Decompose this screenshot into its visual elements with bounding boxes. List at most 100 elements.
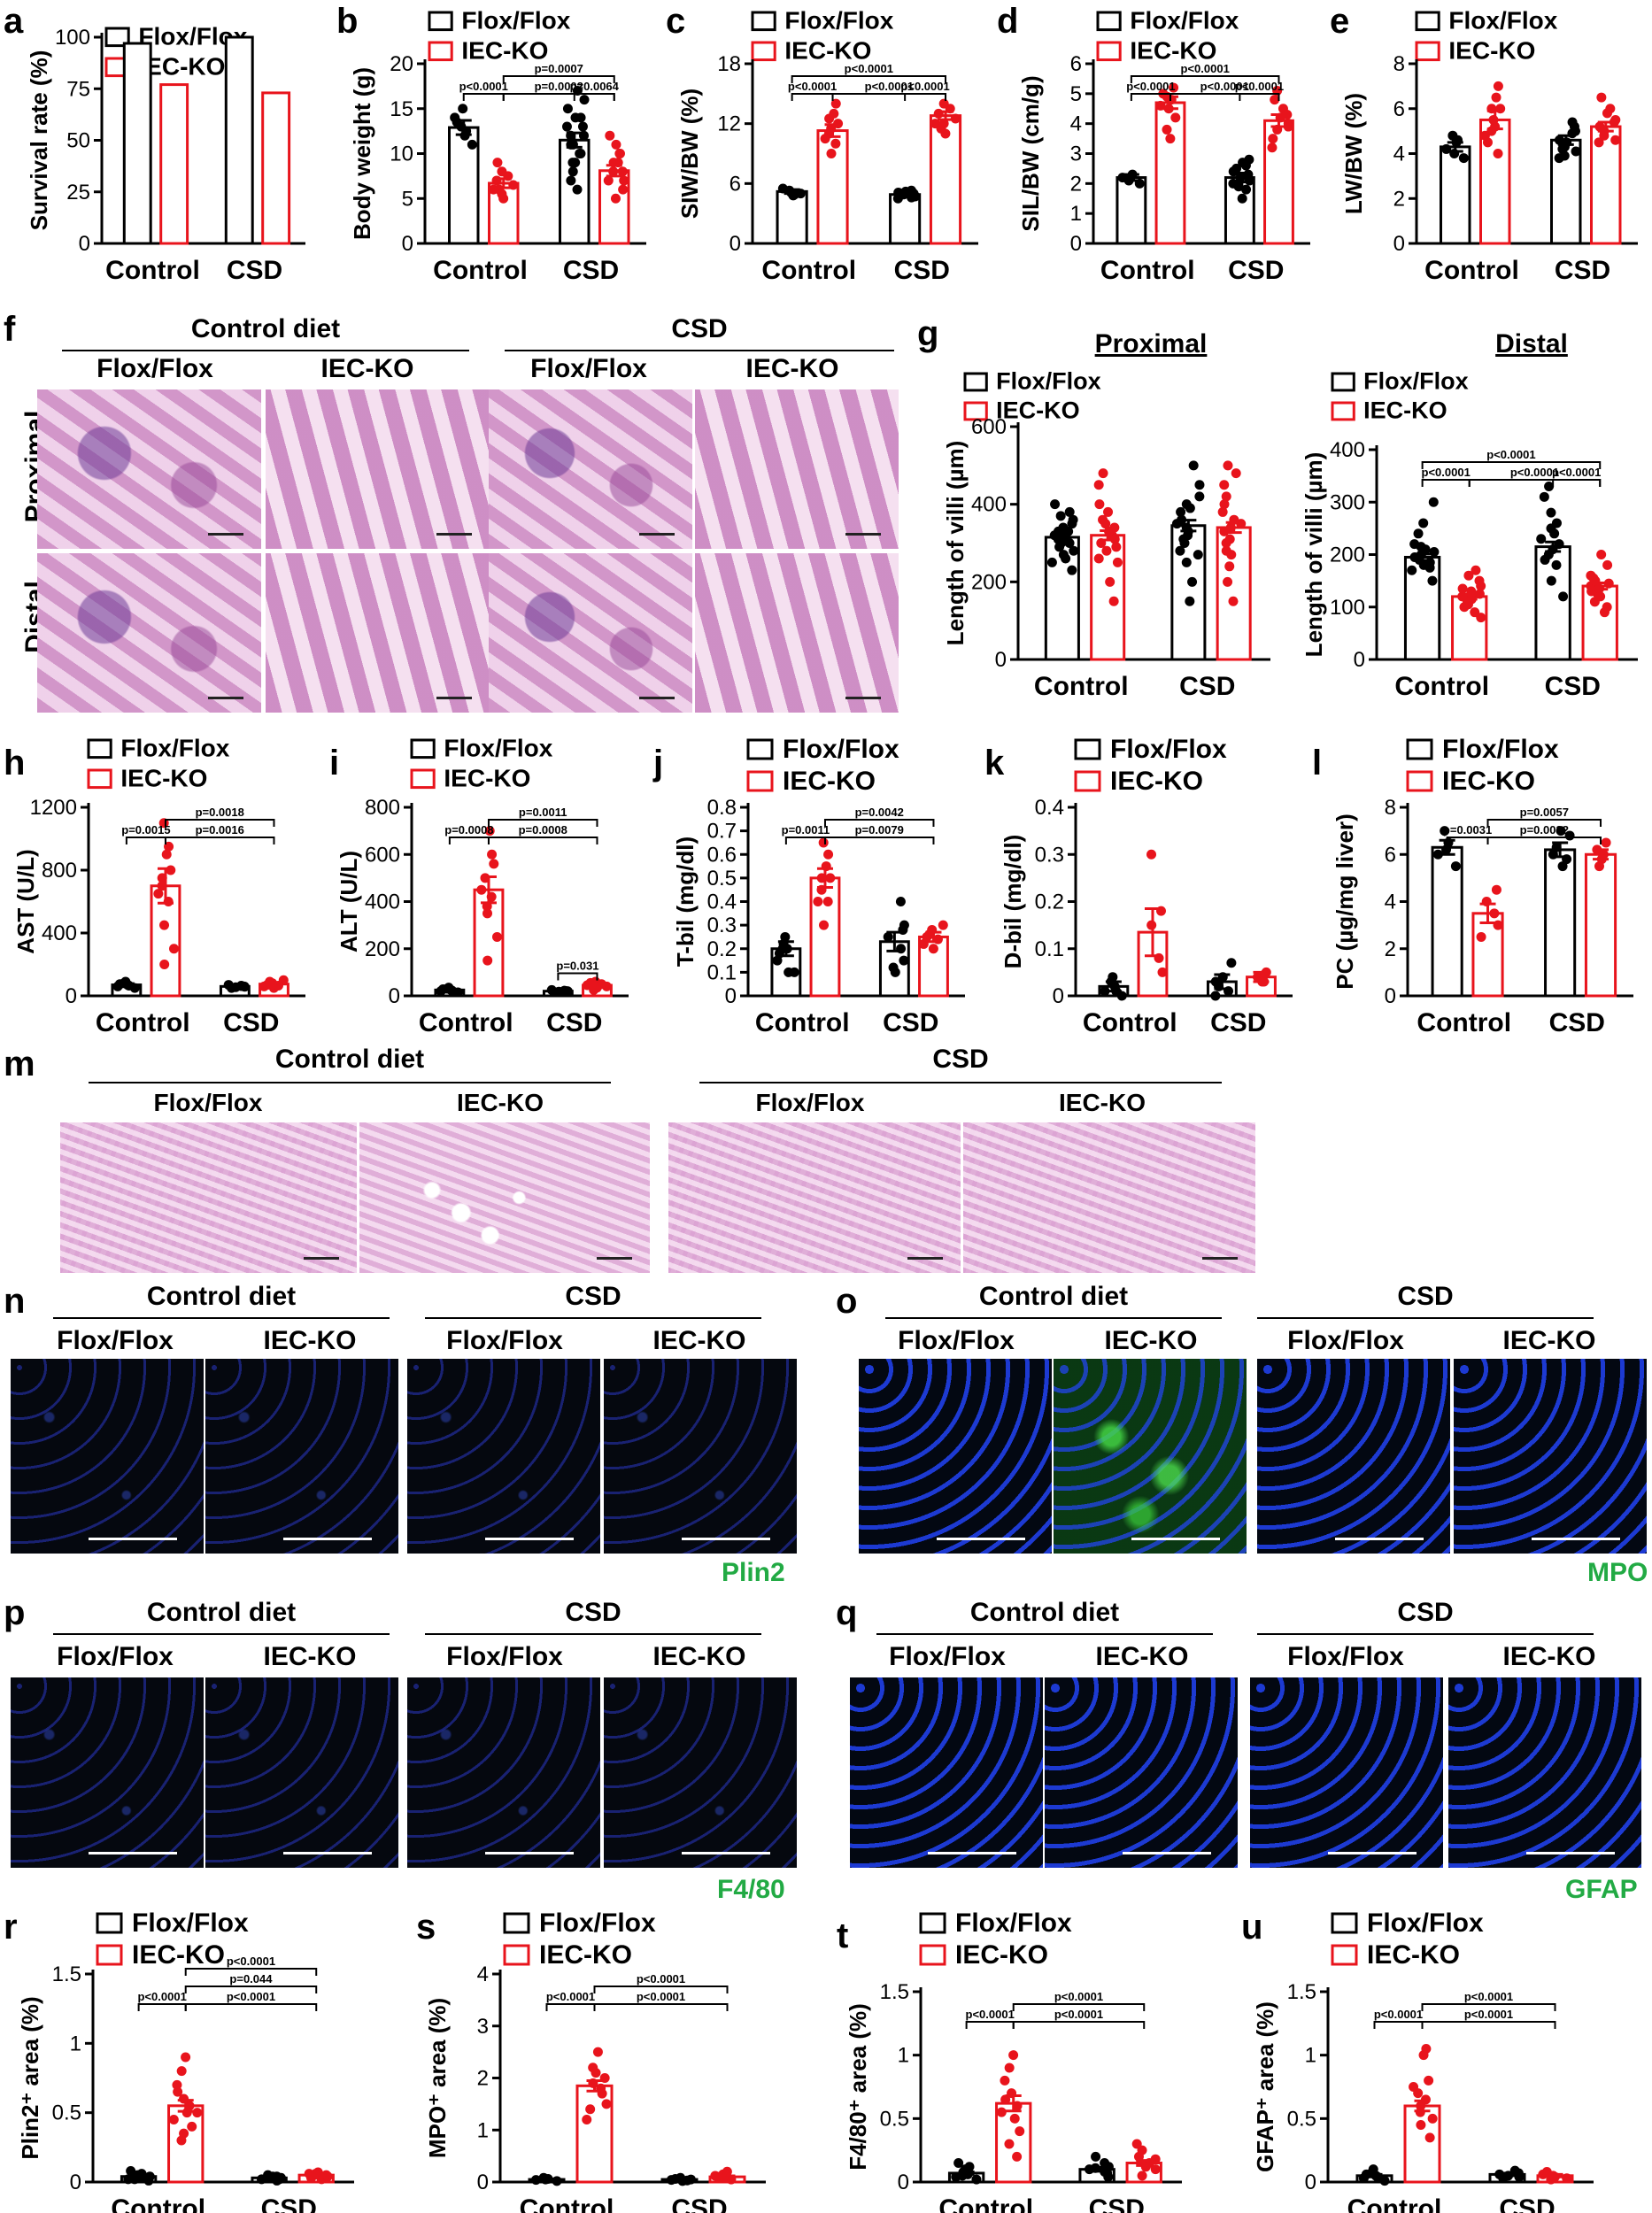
o-header-csd: CSD bbox=[1397, 1282, 1454, 1311]
data-point bbox=[572, 184, 583, 195]
data-point bbox=[1463, 599, 1473, 610]
data-point bbox=[610, 193, 621, 204]
data-point bbox=[1210, 976, 1221, 987]
data-point bbox=[1194, 491, 1205, 502]
data-point bbox=[491, 931, 502, 942]
y-tick-label: 4 bbox=[1385, 891, 1396, 914]
data-point bbox=[1546, 523, 1556, 534]
y-tick-label: 0.5 bbox=[52, 2101, 81, 2125]
legend-swatch bbox=[919, 1912, 946, 1934]
data-point bbox=[1474, 575, 1485, 586]
legend-label: IEC-KO bbox=[132, 1940, 225, 1970]
y-tick-label: 0.3 bbox=[707, 914, 737, 937]
y-tick-label: 50 bbox=[66, 129, 90, 153]
significance-bracket bbox=[1421, 461, 1602, 469]
data-point bbox=[1450, 861, 1461, 872]
m-col-ko: IEC-KO bbox=[457, 1089, 544, 1116]
bar bbox=[1115, 176, 1147, 245]
y-tick-label: 200 bbox=[971, 570, 1007, 594]
data-point bbox=[830, 138, 841, 149]
panel-label-j: j bbox=[653, 744, 664, 783]
y-axis-label: MPO⁺ area (%) bbox=[424, 1998, 451, 2158]
data-point bbox=[780, 931, 791, 942]
data-point bbox=[1243, 169, 1254, 180]
data-point bbox=[497, 189, 507, 199]
x-tick-label: Control bbox=[419, 1008, 513, 1037]
y-tick-label: 100 bbox=[1330, 596, 1365, 620]
p-value-label: p<0.0001 bbox=[1200, 80, 1249, 93]
x-tick-label: Control bbox=[105, 256, 200, 285]
p-value-label: p<0.0001 bbox=[227, 1955, 275, 1968]
data-point bbox=[161, 849, 172, 860]
n-header-csd: CSD bbox=[565, 1282, 621, 1311]
bar bbox=[809, 876, 841, 998]
data-point bbox=[822, 897, 833, 906]
y-tick-label: 0 bbox=[402, 232, 413, 256]
legend-label: IEC-KO bbox=[138, 52, 225, 80]
m-col-flox: Flox/Flox bbox=[153, 1089, 263, 1116]
data-point bbox=[938, 920, 948, 930]
y-tick-label: 15 bbox=[390, 97, 413, 121]
divider bbox=[62, 350, 469, 351]
y-tick-label: 20 bbox=[390, 52, 413, 76]
data-point bbox=[476, 884, 487, 895]
data-point bbox=[933, 108, 944, 119]
data-point bbox=[159, 960, 170, 969]
data-point bbox=[823, 849, 834, 860]
q-col-flox: Flox/Flox bbox=[889, 1642, 1006, 1671]
data-point bbox=[1103, 506, 1114, 517]
y-tick-label: 0 bbox=[79, 232, 90, 256]
legend-label: Flox/Flox bbox=[120, 734, 229, 761]
data-point bbox=[825, 873, 836, 883]
data-point bbox=[1219, 499, 1230, 510]
divider bbox=[425, 1633, 761, 1635]
data-point bbox=[1137, 2171, 1147, 2181]
significance-bracket bbox=[1130, 75, 1280, 83]
legend-swatch bbox=[428, 41, 453, 62]
data-point bbox=[1194, 480, 1205, 490]
micrograph-distal-control-ko bbox=[266, 553, 490, 713]
data-point bbox=[321, 2170, 332, 2180]
legend-swatch bbox=[919, 1944, 946, 1966]
significance-bracket bbox=[557, 972, 598, 981]
data-point bbox=[1457, 583, 1468, 594]
data-point bbox=[601, 2099, 612, 2109]
bar bbox=[1440, 145, 1471, 245]
bar bbox=[1431, 845, 1463, 998]
data-point bbox=[126, 2165, 136, 2176]
data-point bbox=[1432, 849, 1443, 860]
data-point bbox=[928, 944, 938, 954]
bar bbox=[122, 42, 152, 245]
y-tick-label: 8 bbox=[1385, 796, 1396, 820]
y-tick-label: 2 bbox=[1393, 187, 1405, 211]
data-point bbox=[1479, 130, 1490, 141]
significance-bracket bbox=[823, 837, 935, 844]
data-point bbox=[1108, 972, 1118, 983]
data-point bbox=[1368, 2164, 1378, 2175]
legend-label: Flox/Flox bbox=[1363, 368, 1469, 395]
y-tick-label: 10 bbox=[390, 143, 413, 166]
data-point bbox=[826, 149, 837, 158]
data-point bbox=[1424, 562, 1435, 573]
y-tick-label: 6 bbox=[1393, 97, 1405, 121]
data-point bbox=[1176, 506, 1186, 517]
legend-swatch bbox=[1074, 738, 1101, 760]
q-col-ko: IEC-KO bbox=[1502, 1642, 1596, 1671]
data-point bbox=[1162, 124, 1172, 135]
data-point bbox=[1228, 596, 1239, 606]
significance-bracket bbox=[1552, 479, 1602, 487]
o-col-flox: Flox/Flox bbox=[898, 1326, 1015, 1355]
y-tick-label: 1 bbox=[898, 2044, 909, 2068]
legend-swatch bbox=[1331, 372, 1355, 392]
legend-swatch bbox=[96, 1912, 123, 1934]
o-col-flox: Flox/Flox bbox=[1287, 1326, 1404, 1355]
panel-label-l: l bbox=[1312, 744, 1323, 783]
y-tick-label: 0.5 bbox=[1287, 2107, 1316, 2131]
data-point bbox=[1424, 2132, 1435, 2143]
y-tick-label: 0.2 bbox=[707, 937, 737, 961]
data-point bbox=[192, 2108, 203, 2118]
significance-bracket bbox=[791, 75, 947, 83]
